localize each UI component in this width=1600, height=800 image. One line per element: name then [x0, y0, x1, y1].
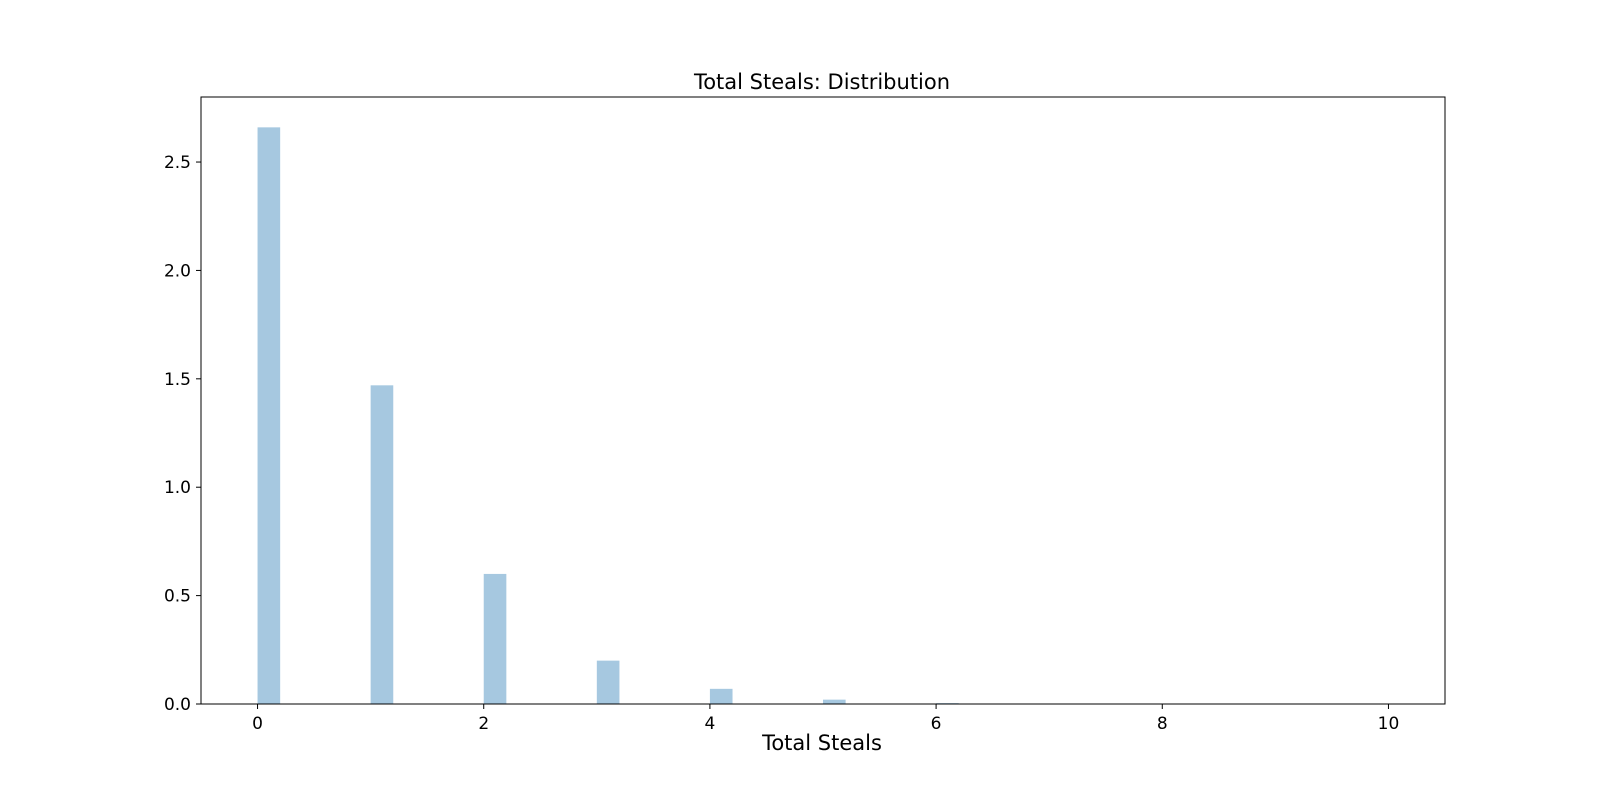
y-tick-label: 2.0 — [164, 261, 191, 281]
bars-group — [257, 127, 959, 705]
chart-title: Total Steals: Distribution — [693, 70, 950, 94]
histogram-bar-0 — [257, 127, 281, 705]
histogram-bar-5 — [823, 699, 846, 704]
y-tick-label: 0.5 — [164, 587, 191, 607]
y-tick-label: 2.5 — [164, 153, 191, 173]
histogram-bar-2 — [483, 573, 507, 704]
y-tick-label: 1.5 — [164, 370, 191, 390]
x-tick-label: 6 — [931, 714, 942, 734]
x-tick-label: 2 — [478, 714, 489, 734]
histogram-bar-3 — [596, 660, 620, 704]
histogram-bar-1 — [370, 385, 394, 704]
y-axis: 0.0 0.5 1.0 1.5 2.0 2.5 — [164, 153, 201, 715]
x-axis-title: Total Steals — [761, 731, 882, 755]
x-tick-label: 4 — [704, 714, 715, 734]
x-tick-label: 8 — [1157, 714, 1168, 734]
x-tick-label: 10 — [1378, 714, 1400, 734]
x-axis: 0 2 4 6 8 10 — [252, 704, 1399, 734]
plot-frame — [200, 96, 1446, 705]
x-tick-label: 0 — [252, 714, 263, 734]
y-tick-label: 1.0 — [164, 478, 191, 498]
y-tick-label: 0.0 — [164, 695, 191, 715]
histogram-bar-4 — [709, 688, 733, 704]
